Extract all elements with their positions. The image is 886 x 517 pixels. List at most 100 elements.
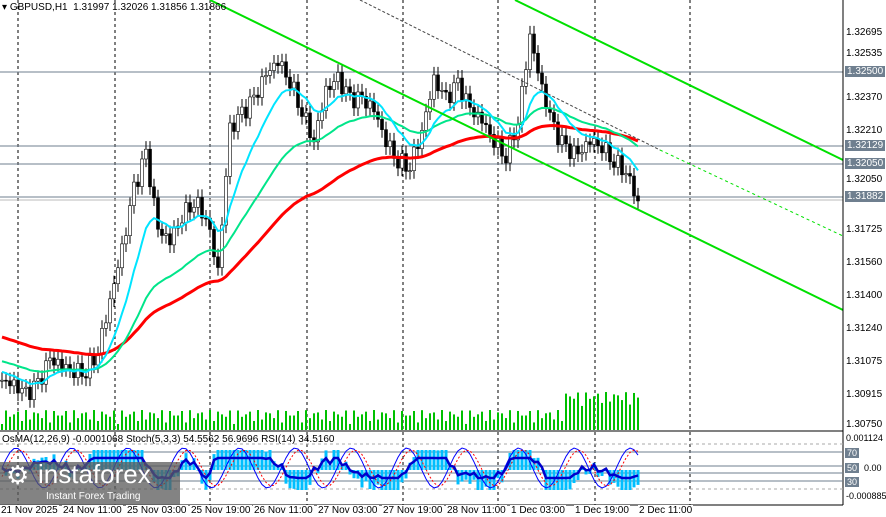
open-value: 1.31997 [73,2,110,13]
level-tag: 1.32129 [845,140,886,151]
candle [624,173,628,176]
price-label: 1.30750 [846,419,883,430]
osma-bar [456,470,460,485]
candle [480,111,484,124]
osma-bar [380,470,384,490]
candle [212,229,216,258]
candle [36,378,40,382]
candle [380,119,384,130]
candle [404,153,408,172]
osma-bar [356,470,360,479]
candle [544,83,548,109]
osma-bar [184,453,188,470]
candle [472,107,476,118]
indicator-axis-mid: 0.00 [864,463,882,473]
osma-bar [364,470,368,482]
osma-bar [448,465,452,470]
candle [8,380,12,387]
candle [364,95,368,109]
candle [484,122,488,126]
candle [28,386,32,400]
candle [164,233,168,236]
candle [292,81,296,89]
candle [428,98,432,113]
osma-bar [624,470,628,490]
osma-bar [524,450,528,470]
candle [52,357,56,366]
osma-bar [620,470,624,490]
candle [588,141,592,145]
candle [440,89,444,92]
candle [248,96,252,119]
candle [236,114,240,132]
candle [608,142,612,163]
osma-bar [564,470,568,490]
osma-bar [116,450,120,470]
candle [16,379,20,394]
time-label: 1 Dec 03:00 [510,505,566,517]
candle [372,100,376,113]
osma-bar [492,470,496,490]
candle [220,224,224,268]
candle [444,89,448,93]
candle [224,176,228,226]
osma-bar [384,470,388,490]
candle [276,62,280,66]
candle [316,120,320,143]
osma-bar [420,450,424,470]
candle [592,138,596,145]
level-30: 30 [845,477,860,487]
time-label: 2 Dec 11:00 [638,505,694,517]
candle [400,153,404,169]
osma-bar [576,470,580,481]
candle [132,181,136,206]
candle [228,122,232,177]
osma-bar [208,470,212,480]
indicator-axis-bottom: -0.000885 [846,491,886,501]
dropdown-icon[interactable]: ▾ [2,2,8,13]
osma-bar [520,450,524,470]
candle [452,82,456,104]
price-label: 1.31240 [846,323,883,334]
rsi-line [1,456,639,480]
candle [556,121,560,146]
candle [348,86,352,93]
candle [4,379,8,382]
candles [0,25,640,408]
candle [396,158,400,169]
candle [416,146,420,150]
osma-bar [544,470,548,490]
osma-bar [340,464,344,470]
candle [144,148,148,160]
osma-bar [292,470,296,489]
candle [148,148,152,188]
osma-bar [288,470,292,489]
level-70: 70 [845,448,860,458]
osma-bar [228,450,232,470]
candle [352,92,356,109]
osma-bar [516,450,520,470]
watermark-brand: instaforex [38,462,151,489]
time-label: 27 Nov 03:00 [317,505,379,517]
indicator-axis-top: 0.001124 [846,433,883,443]
candle [124,235,128,245]
trend-line-upper [514,0,844,161]
osma-bar [88,453,92,470]
osma-bar [128,450,132,470]
osma-bar [532,458,536,470]
price-label: 1.32050 [846,174,883,185]
candle [632,175,636,197]
candle [580,152,584,155]
osma-bar [392,470,396,490]
osma-bar [224,450,228,470]
candle [508,135,512,164]
level-tag: 1.32500 [845,66,886,77]
price-label: 1.32695 [846,27,883,38]
price-label: 1.31725 [846,224,883,235]
osma-bar [404,470,408,479]
candle [576,145,580,155]
osma-bar [296,470,300,490]
candle [100,328,104,355]
